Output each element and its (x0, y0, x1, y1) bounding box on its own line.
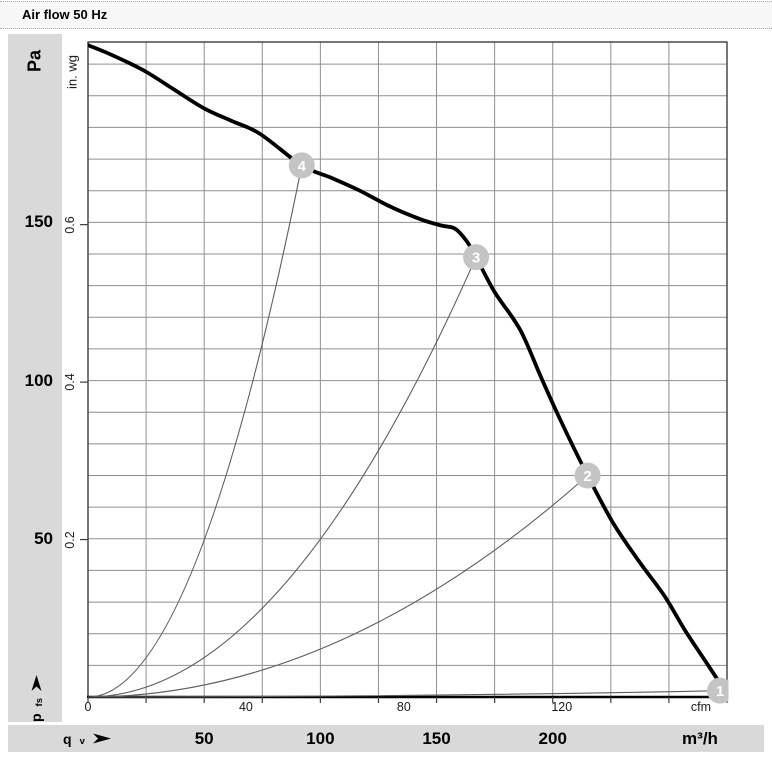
x-axis-tick-cfm: 80 (396, 700, 411, 714)
x-axis-tick-cfm: 40 (238, 700, 253, 714)
x-axis-tick-cfm: 120 (551, 700, 573, 714)
operating-point-label-4: 4 (298, 158, 307, 175)
x-axis-tick-m3h: 150 (422, 729, 451, 748)
y-axis-quantity-pfs: p fs (28, 674, 45, 723)
page-title: Air flow 50 Hz (22, 7, 108, 22)
y-axis-tick-pa: 50 (34, 528, 53, 548)
system-curve-4 (88, 165, 303, 698)
operating-point-marker-4 (288, 152, 315, 179)
x-axis-unit-m3h: m³/h (682, 729, 718, 748)
y-axis-band (8, 34, 62, 722)
y-axis-tick-pa: 100 (24, 370, 53, 390)
y-axis-tick-inwg: 0.2 (63, 530, 77, 549)
qv-symbol: q (63, 730, 72, 747)
x-axis-tick-m3h: 100 (306, 729, 335, 748)
operating-point-marker-1 (707, 677, 729, 704)
pfs-subscript: fs (33, 697, 45, 707)
y-axis-tick-inwg: 0.6 (63, 215, 77, 234)
operating-point-label-1: 1 (716, 683, 724, 700)
curves-layer: 4 3 2 1 (88, 43, 729, 704)
title-bar: Air flow 50 Hz (0, 1, 772, 29)
system-curve-2 (88, 475, 588, 698)
x-axis-tick-m3h: 50 (194, 729, 214, 748)
flow-direction-right-arrow-icon (92, 733, 111, 744)
y-axis-tick-inwg: 0.4 (63, 373, 77, 391)
x-axis-tick-cfm: 0 (84, 700, 92, 714)
plot-border (87, 41, 728, 698)
x-axis-band (8, 725, 764, 752)
x-axis-tick-m3h: 200 (538, 729, 567, 748)
pfs-symbol: p (28, 713, 44, 723)
system-curve-3 (88, 256, 477, 698)
flow-direction-up-arrow-icon (31, 674, 41, 691)
x-axis-unit-cfm: cfm (690, 700, 712, 714)
operating-point-label-3: 3 (472, 250, 480, 267)
plot-svg: 4 3 2 1 (80, 41, 729, 704)
operating-point-marker-3 (463, 244, 490, 271)
operating-point-marker-2 (574, 462, 601, 489)
operating-point-label-2: 2 (583, 468, 591, 485)
y-axis-unit-pa: Pa (24, 49, 45, 73)
fan-curve (88, 43, 729, 696)
qv-subscript: v (79, 736, 85, 747)
y-axis-tick-pa: 150 (24, 212, 53, 232)
y-axis-unit-inwg: in. wg (64, 55, 80, 89)
system-curve-1 (88, 690, 721, 698)
